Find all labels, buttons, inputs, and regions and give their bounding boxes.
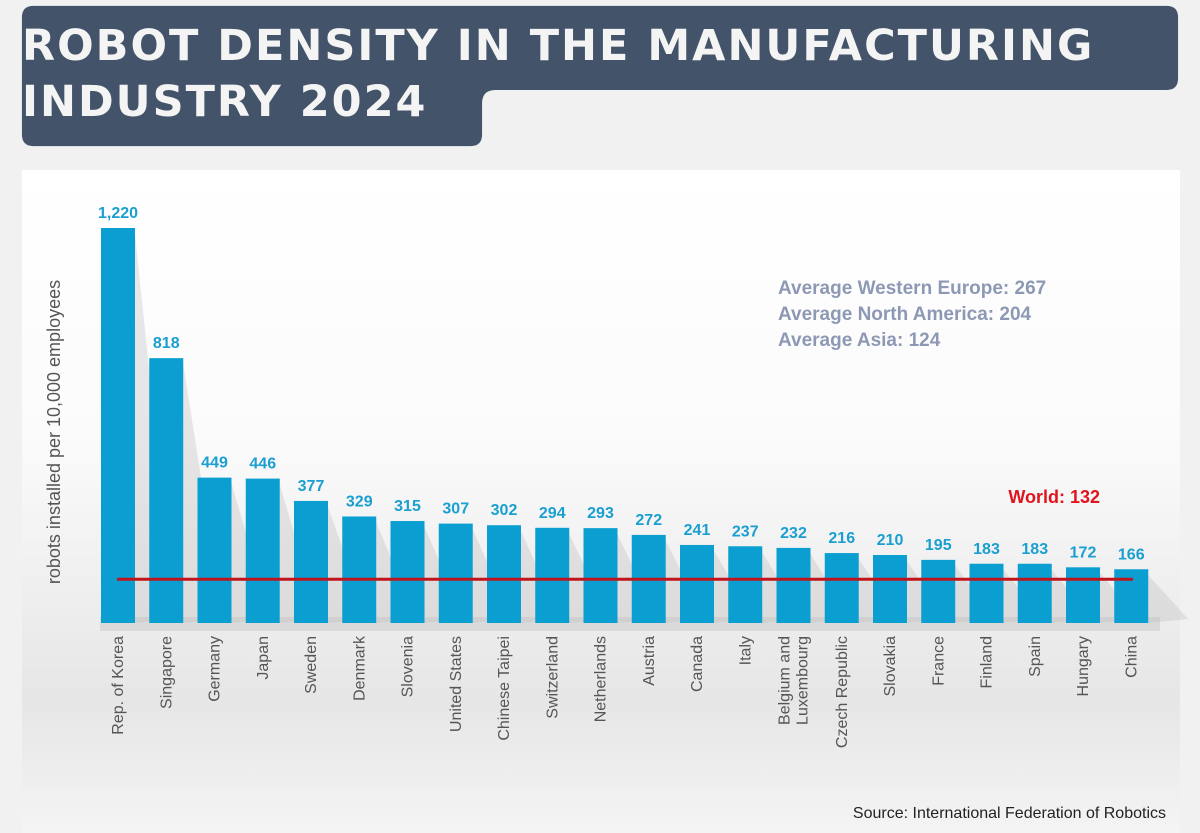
- bar-shadow: [1148, 575, 1189, 623]
- bar-slovenia: [390, 521, 425, 623]
- bar-italy: [728, 546, 763, 623]
- regional-average-note: Average Asia: 124: [778, 330, 941, 351]
- value-label: 293: [587, 505, 614, 522]
- y-axis-label: robots installed per 10,000 employees: [44, 280, 64, 584]
- bar-finland: [969, 563, 1004, 623]
- title-line-1: ROBOT DENSITY IN THE MANUFACTURING: [22, 21, 1095, 71]
- category-label: Hungary: [1075, 636, 1092, 696]
- bar-slovakia: [873, 555, 907, 623]
- value-label: 241: [684, 522, 711, 539]
- category-label: Chinese Taipei: [496, 636, 513, 741]
- category-label: United States: [448, 636, 465, 732]
- category-label: Switzerland: [544, 636, 561, 719]
- category-label: Denmark: [351, 635, 368, 701]
- bar-sweden: [294, 500, 328, 623]
- bar-spain: [1017, 563, 1052, 623]
- category-label: Czech Republic: [834, 636, 851, 748]
- category-label: Singapore: [158, 636, 175, 709]
- value-label: 232: [780, 525, 807, 542]
- bar-canada: [680, 544, 714, 623]
- category-label: France: [930, 636, 947, 686]
- title-banner: [21, 5, 1179, 147]
- bar-singapore: [149, 358, 184, 623]
- category-label: Belgium and: [777, 636, 794, 725]
- bar-germany: [197, 477, 232, 623]
- bar-chinese-taipei: [487, 525, 521, 623]
- value-label: 302: [491, 502, 518, 519]
- title-line-2: INDUSTRY 2024: [22, 77, 428, 127]
- value-label: 195: [925, 537, 952, 554]
- value-label: 818: [153, 335, 180, 352]
- category-label: Slovenia: [400, 636, 417, 697]
- bar-netherlands: [583, 528, 618, 623]
- category-label: Finland: [979, 636, 996, 688]
- world-average-label: World: 132: [1008, 487, 1100, 507]
- regional-average-note: Average North America: 204: [778, 304, 1032, 325]
- bar-czech-republic: [824, 553, 859, 623]
- category-label: China: [1123, 636, 1140, 678]
- value-label: 307: [442, 501, 469, 518]
- category-label: Netherlands: [593, 636, 610, 722]
- value-label: 172: [1070, 544, 1097, 561]
- bar-belgium-and-luxembourg: [776, 547, 811, 623]
- bar-switzerland: [535, 527, 570, 623]
- category-label: Sweden: [303, 636, 320, 694]
- chart-title: ROBOT DENSITY IN THE MANUFACTURING INDUST…: [22, 18, 1094, 130]
- value-label: 183: [1021, 541, 1048, 558]
- bar-china: [1114, 569, 1149, 623]
- value-label: 237: [732, 523, 759, 540]
- value-label: 216: [828, 530, 855, 547]
- category-label: Slovakia: [882, 636, 899, 697]
- category-label: Austria: [641, 636, 658, 686]
- category-label: Spain: [1027, 636, 1044, 677]
- category-label: Canada: [689, 636, 706, 692]
- value-label: 377: [298, 478, 325, 495]
- regional-average-note: Average Western Europe: 267: [778, 278, 1046, 299]
- bar-rep-of-korea: [101, 228, 135, 623]
- bar-denmark: [342, 516, 377, 623]
- category-label: Rep. of Korea: [110, 636, 127, 735]
- value-label: 446: [249, 456, 276, 473]
- bar-united-states: [438, 523, 473, 623]
- bar-france: [921, 559, 956, 623]
- category-label: Japan: [255, 636, 272, 680]
- value-label: 1,220: [98, 205, 138, 222]
- category-label: Germany: [207, 636, 224, 702]
- category-label: Italy: [737, 636, 754, 665]
- bar-hungary: [1066, 567, 1100, 623]
- value-label: 272: [635, 512, 662, 529]
- value-label: 183: [973, 541, 1000, 558]
- value-label: 329: [346, 493, 373, 510]
- value-label: 210: [877, 532, 904, 549]
- value-label: 294: [539, 505, 566, 522]
- category-label: Luxembourg: [795, 636, 812, 725]
- value-label: 315: [394, 498, 421, 515]
- value-label: 449: [201, 455, 228, 472]
- bar-japan: [245, 478, 280, 623]
- source-note: Source: International Federation of Robo…: [853, 805, 1166, 822]
- value-label: 166: [1118, 546, 1145, 563]
